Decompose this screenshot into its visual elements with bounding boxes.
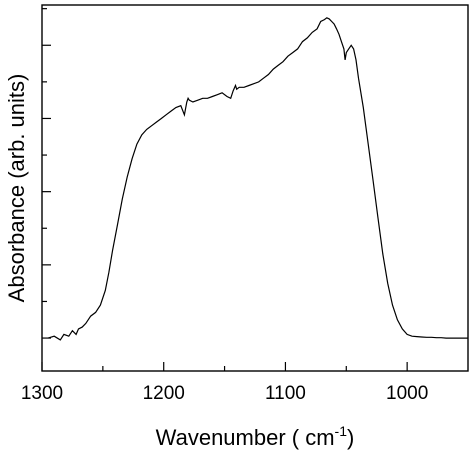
x-tick-label: 1000 bbox=[386, 383, 428, 404]
x-axis-title-main: Wavenumber ( cm bbox=[156, 425, 335, 450]
tick-label-group: 1300 1200 1100 1000 bbox=[21, 383, 428, 404]
x-axis-title-superscript: -1 bbox=[335, 423, 348, 439]
y-axis-title: Absorbance (arb. units) bbox=[4, 74, 29, 303]
x-tick-label: 1100 bbox=[265, 383, 306, 404]
x-axis-title: Wavenumber ( cm-1) bbox=[156, 423, 355, 450]
tick-group bbox=[41, 8, 408, 371]
x-tick-label: 1300 bbox=[21, 383, 63, 404]
x-axis-title-suffix: ) bbox=[347, 425, 354, 450]
series-line-absorbance bbox=[47, 17, 468, 341]
x-tick-label: 1200 bbox=[143, 383, 185, 404]
plot-frame bbox=[41, 4, 469, 372]
